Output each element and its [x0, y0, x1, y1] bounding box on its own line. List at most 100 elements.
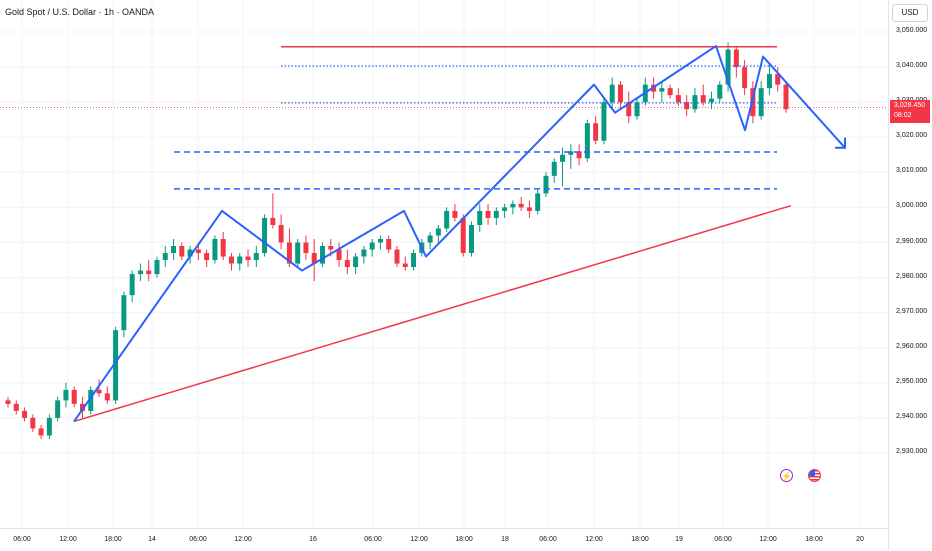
candle-down — [13, 403, 19, 411]
candle-down — [71, 389, 77, 404]
price-axis-label: 2,950.000 — [896, 377, 928, 385]
lightning-icon[interactable]: ⚡ — [780, 469, 793, 482]
candle-up — [609, 84, 615, 103]
candle-down — [146, 270, 152, 275]
candle-up — [187, 249, 193, 257]
candle-down — [96, 389, 102, 394]
candle-up — [129, 274, 135, 296]
projection-arrow-head — [835, 137, 846, 149]
candle-up — [634, 102, 640, 117]
candle-down — [460, 217, 466, 254]
candle-down — [452, 210, 458, 218]
candle-up — [46, 417, 52, 436]
candle-up — [63, 389, 69, 401]
zigzag-projection-line — [73, 45, 846, 423]
candle-down — [245, 256, 251, 261]
candle-down — [179, 246, 185, 257]
candle-down — [700, 95, 706, 103]
last-price-value: 3,028.450 — [894, 102, 926, 109]
candle-down — [750, 88, 756, 117]
candle-up — [493, 210, 499, 218]
time-axis-label: 18:00 — [455, 536, 473, 543]
candle-down — [667, 88, 673, 96]
time-axis-label: 16 — [309, 536, 317, 543]
candle-up — [584, 123, 590, 159]
candle-down — [328, 246, 334, 250]
time-axis-label: 18 — [501, 536, 509, 543]
candle-up — [137, 270, 143, 275]
candle-down — [38, 428, 44, 436]
candle-up — [212, 238, 218, 261]
price-axis-label: 2,930.000 — [896, 448, 928, 455]
candle-up — [444, 210, 450, 229]
candle-down — [30, 417, 36, 429]
candle-down — [22, 410, 28, 418]
candle-down — [402, 263, 408, 268]
candle-up — [361, 249, 367, 257]
time-axis-label: 19 — [675, 536, 683, 543]
candle-down — [303, 242, 309, 254]
price-axis-label: 2,980.000 — [896, 272, 928, 280]
candle-up — [543, 175, 549, 194]
candle-up — [154, 260, 160, 275]
candle-down — [394, 249, 400, 264]
candle-up — [427, 235, 433, 243]
candle-down — [278, 224, 284, 243]
candle-down — [775, 74, 781, 85]
time-axis-label: 20 — [856, 536, 864, 543]
candle-up — [55, 400, 61, 418]
time-axis-label: 06:00 — [539, 536, 557, 543]
time-axis-label: 12:00 — [410, 536, 428, 543]
candle-down — [5, 400, 11, 404]
candle-down — [286, 242, 292, 264]
price-chart[interactable] — [0, 0, 888, 528]
time-axis[interactable] — [0, 528, 888, 551]
candle-up — [121, 295, 127, 331]
candle-up — [477, 210, 483, 225]
currency-button[interactable]: USD — [892, 4, 928, 22]
candle-down — [336, 249, 342, 261]
candle-up — [171, 246, 177, 254]
us-flag-icon[interactable] — [808, 469, 821, 482]
candle-up — [113, 330, 119, 401]
candle-down — [228, 256, 234, 264]
price-axis-label: 2,990.000 — [896, 237, 928, 245]
bar-countdown: 08:02 — [894, 112, 912, 119]
candle-up — [659, 88, 665, 92]
time-axis-label: 18:00 — [805, 536, 823, 543]
candle-down — [526, 207, 532, 211]
candle-down — [626, 102, 632, 117]
time-axis-label: 06:00 — [13, 536, 31, 543]
time-axis-label: 12:00 — [234, 536, 252, 543]
candle-down — [576, 151, 582, 159]
candle-up — [162, 253, 168, 261]
price-axis-label: 3,010.000 — [896, 167, 928, 175]
candle-up — [435, 228, 441, 236]
last-price-tag: 3,028.450 08:02 — [890, 100, 930, 123]
time-axis-label: 06:00 — [714, 536, 732, 543]
candle-down — [783, 84, 789, 110]
time-axis-label: 06:00 — [364, 536, 382, 543]
time-axis-label: 06:00 — [189, 536, 207, 543]
candle-up — [568, 151, 574, 155]
price-axis[interactable] — [888, 0, 932, 550]
candle-up — [766, 74, 772, 89]
candle-up — [601, 102, 607, 141]
price-axis-label: 2,970.000 — [896, 307, 928, 315]
candle-up — [253, 253, 259, 261]
candle-down — [204, 253, 210, 261]
time-axis-label: 12:00 — [759, 536, 777, 543]
price-axis-label: 3,000.000 — [896, 202, 928, 210]
price-axis-label: 2,940.000 — [896, 412, 928, 420]
chart-title: Gold Spot / U.S. Dollar · 1h · OANDA — [5, 7, 155, 17]
candle-down — [485, 210, 491, 218]
candle-up — [535, 193, 541, 211]
candle-down — [270, 217, 276, 225]
candle-down — [79, 403, 85, 411]
candle-up — [320, 246, 326, 264]
candle-down — [675, 95, 681, 103]
trend-line — [73, 204, 792, 423]
candle-up — [725, 49, 731, 85]
candle-down — [518, 203, 524, 208]
candle-down — [684, 102, 690, 110]
